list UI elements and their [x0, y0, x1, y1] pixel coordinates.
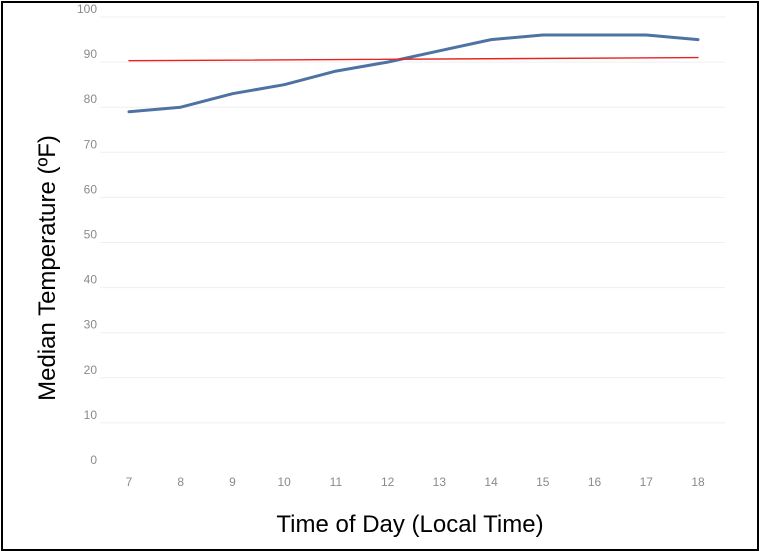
- x-tick-label: 18: [691, 475, 705, 489]
- y-axis-title: Median Temperature (ºF): [34, 135, 61, 401]
- y-tick-label: 10: [84, 408, 98, 422]
- x-tick-label: 9: [229, 475, 236, 489]
- x-tick-label: 13: [433, 475, 447, 489]
- y-tick-label: 20: [84, 363, 98, 377]
- gridlines: [100, 16, 725, 424]
- x-tick-label: 12: [381, 475, 395, 489]
- y-tick-label: 0: [90, 453, 97, 467]
- y-tick-label: 100: [77, 2, 97, 16]
- x-tick-label: 7: [126, 475, 133, 489]
- x-tick-label: 11: [330, 475, 343, 489]
- y-tick-label: 30: [84, 318, 98, 332]
- y-tick-label: 80: [84, 92, 98, 106]
- series-line-1: [127, 33, 700, 114]
- y-tick-label: 50: [84, 228, 98, 242]
- x-axis-title: Time of Day (Local Time): [276, 511, 543, 538]
- x-tick-label: 16: [588, 475, 602, 489]
- x-axis-ticks: 7 8 9 10 11 12 13 14 15 16 17 18: [126, 475, 705, 489]
- x-tick-label: 15: [536, 475, 550, 489]
- x-tick-label: 8: [177, 475, 184, 489]
- y-tick-label: 90: [84, 47, 98, 61]
- x-tick-label: 17: [640, 475, 654, 489]
- y-tick-label: 70: [84, 137, 98, 151]
- series-line-2: [128, 56, 699, 62]
- y-tick-label: 40: [84, 273, 98, 287]
- x-tick-label: 10: [278, 475, 292, 489]
- series-lines: [127, 33, 700, 114]
- x-tick-label: 14: [484, 475, 498, 489]
- y-tick-label: 60: [84, 182, 98, 196]
- y-axis-ticks: 0 10 20 30 40 50 60 70 80 90 100: [77, 2, 97, 467]
